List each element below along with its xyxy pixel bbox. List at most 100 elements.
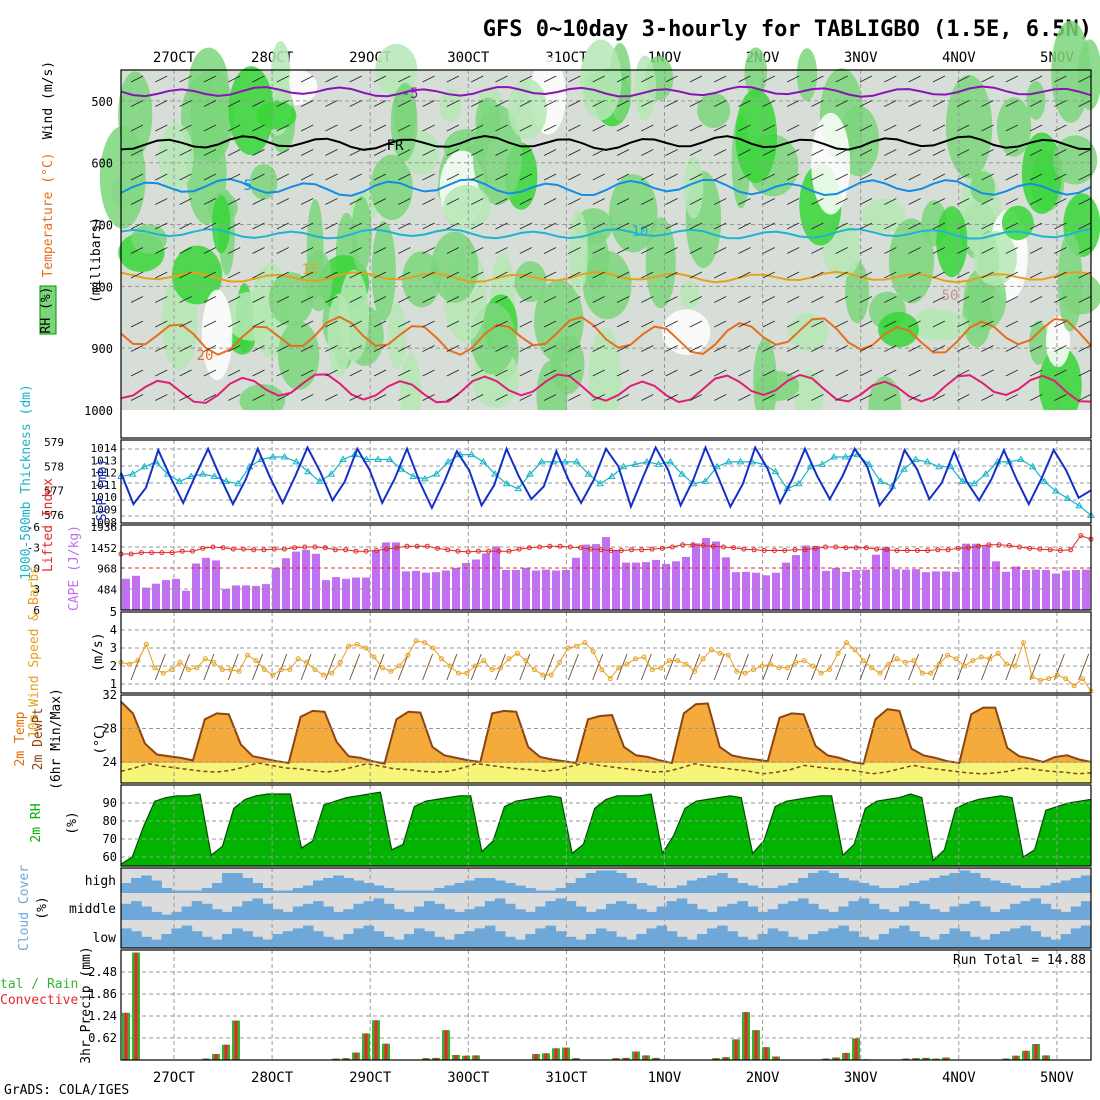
wind-barb (471, 345, 484, 352)
wind-barb (568, 345, 581, 352)
slp-tick: 1010 (91, 491, 118, 504)
cape-bar (722, 557, 730, 610)
cape-bar (262, 584, 270, 610)
wind-barb (1005, 320, 1018, 328)
wind-barb (130, 369, 144, 377)
cloud-cell (232, 928, 243, 948)
wind-barb (762, 75, 775, 83)
rh-cell (568, 210, 588, 294)
wind-barb (738, 100, 751, 107)
cape-bar (1082, 569, 1090, 610)
wind-barb (300, 394, 314, 401)
thickness-point (175, 477, 184, 484)
wind-barb (519, 369, 532, 377)
cloud-cell (181, 890, 193, 893)
isotherm-line (120, 270, 1092, 284)
wind-barb (373, 247, 387, 254)
wind-barb (155, 173, 168, 181)
li-point (802, 547, 808, 553)
li-point (159, 550, 165, 556)
wind-barb (811, 271, 824, 279)
wind-barb (981, 100, 994, 107)
wind-barb (786, 271, 800, 279)
slp-thickness-series (117, 444, 1095, 518)
wind-barb (179, 124, 192, 132)
wind-speed-point (911, 658, 917, 664)
wind-barb (422, 271, 435, 279)
thickness-point (234, 479, 242, 487)
cape-bar (1022, 570, 1030, 610)
wind-barb (325, 345, 338, 352)
wind-barb (495, 320, 508, 328)
cloud-cell (555, 898, 567, 920)
cloud-cell (1080, 901, 1092, 920)
isotherm-label: 50 (942, 288, 959, 304)
wind-barb (495, 173, 508, 181)
cloud-cell (1040, 936, 1052, 948)
wind-tick: 4 (110, 623, 117, 637)
cloud-cell (383, 936, 395, 948)
surface-wind-barb (567, 653, 579, 681)
cloud-cell (717, 906, 728, 920)
li-point (700, 543, 706, 548)
li-point (302, 544, 308, 550)
isotherm-line (120, 85, 1092, 98)
panel-frame (120, 69, 1092, 439)
wind-barb (908, 75, 921, 83)
wind-barb (786, 296, 800, 303)
wind-barb (835, 149, 848, 156)
wind-barb (714, 247, 727, 254)
wind-barb (859, 173, 873, 181)
cloud-cell (515, 939, 526, 948)
wind-barb (276, 149, 289, 156)
wind-barb (592, 222, 605, 230)
wind-barb (519, 222, 532, 230)
wind-barb (1078, 271, 1091, 279)
wind-barb (398, 198, 411, 205)
cloud-cell (868, 903, 880, 920)
li-point (179, 548, 185, 554)
cape-bar (642, 562, 650, 610)
wind-speed-point (329, 670, 335, 676)
cloud-cell (646, 928, 657, 948)
wind-barb (786, 149, 800, 156)
precip-convective-bar (474, 1055, 478, 1060)
wind-barb (349, 369, 362, 377)
surface-wind-barb (786, 653, 798, 681)
li-point (455, 548, 461, 554)
cape-bar (912, 569, 920, 610)
cape-bar (622, 562, 630, 610)
date-label: 27OCT (153, 1070, 196, 1086)
cloud-cell (121, 903, 132, 920)
wind-barb (155, 100, 168, 107)
wind-barb (1078, 75, 1091, 83)
wind-barb (398, 100, 411, 107)
cloud-label: Cloud Cover (17, 865, 32, 951)
wind-speed-point (978, 654, 984, 660)
wind-barb (130, 345, 144, 352)
wind-barb (689, 222, 703, 230)
cloud-cell (717, 925, 728, 948)
run-total: Run Total = 14.88 (953, 953, 1086, 968)
li-point (731, 545, 737, 551)
thickness-point (607, 472, 616, 479)
precip-tick: 1.86 (88, 987, 117, 1001)
cape-bar (602, 537, 610, 610)
wind-barb (835, 100, 848, 107)
wind-barb (179, 369, 192, 377)
wind-barb (641, 198, 654, 205)
wind-barb (641, 369, 654, 377)
wind-barb (957, 271, 970, 279)
rh-cell (888, 218, 935, 304)
cape-bar (742, 571, 750, 610)
precip-convective-bar (424, 1058, 428, 1060)
slp-label: SLP (mb) (95, 459, 110, 522)
cape-bar (392, 542, 400, 610)
wind-barb (714, 173, 727, 181)
wind-barb (543, 320, 557, 328)
wind-barb (859, 198, 873, 205)
wind-barb (325, 100, 338, 107)
rh-cell (550, 334, 585, 395)
precip-convective-bar (354, 1052, 358, 1060)
cloud-cell (434, 903, 445, 920)
